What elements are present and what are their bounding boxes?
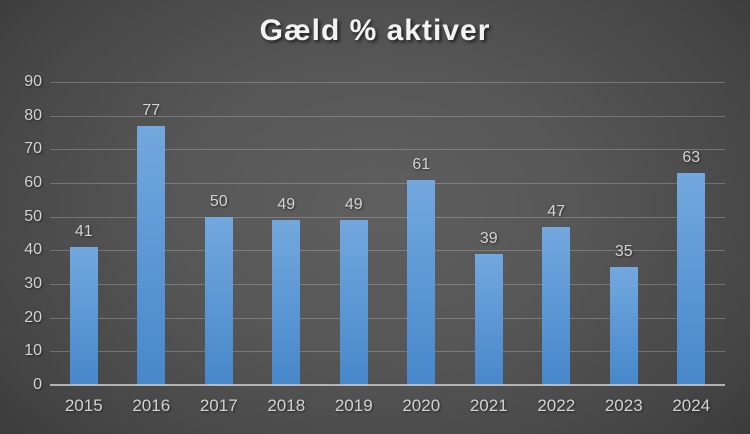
gridline-70 [50, 149, 725, 151]
gridline-10 [50, 351, 725, 353]
bar-2022 [542, 226, 571, 385]
gridline-40 [50, 250, 725, 252]
bar-value-label-2020: 61 [412, 155, 431, 173]
x-tick-label-2021: 2021 [469, 396, 508, 415]
y-tick-label-30: 30 [24, 275, 42, 292]
bar-value-label-2023: 35 [614, 243, 633, 261]
x-axis-line [50, 384, 725, 386]
bar-value-label-2017: 50 [209, 192, 228, 210]
y-tick-label-60: 60 [24, 174, 42, 191]
bar-2020 [407, 179, 436, 385]
bar-2021 [474, 253, 503, 385]
bar-2017 [204, 216, 233, 385]
x-tick-label-2020: 2020 [402, 396, 441, 415]
y-tick-label-40: 40 [24, 241, 42, 259]
bar-value-label-2024: 63 [682, 148, 701, 166]
x-tick-label-2015: 2015 [64, 396, 103, 415]
bar-2024 [677, 172, 706, 385]
gridline-60 [50, 183, 725, 184]
gridline-90 [50, 82, 725, 83]
bar-2018 [272, 220, 301, 385]
y-tick-label-10: 10 [24, 342, 42, 360]
bar-2015 [69, 246, 98, 385]
gridline-30 [50, 284, 725, 285]
y-tick-label-50: 50 [24, 207, 42, 225]
bar-2016 [137, 125, 166, 385]
x-tick-label-2017: 2017 [199, 396, 238, 415]
bar-value-label-2016: 77 [142, 101, 161, 119]
x-tick-label-2022: 2022 [537, 396, 576, 415]
y-tick-label-70: 70 [24, 140, 42, 158]
x-tick-label-2023: 2023 [604, 396, 643, 415]
bar-2019 [339, 220, 368, 385]
bar-value-label-2018: 49 [277, 196, 296, 214]
bar-value-label-2015: 41 [74, 222, 93, 240]
x-tick-label-2019: 2019 [334, 396, 373, 415]
bar-value-label-2019: 49 [344, 196, 363, 214]
y-tick-label-90: 90 [24, 73, 42, 90]
y-tick-label-80: 80 [24, 106, 42, 124]
y-tick-label-20: 20 [24, 308, 42, 326]
x-tick-label-2018: 2018 [267, 396, 306, 415]
bar-2023 [609, 267, 638, 385]
bar-value-label-2021: 39 [479, 229, 498, 247]
chart-title: Gæld % aktiver [259, 14, 491, 47]
x-tick-label-2016: 2016 [132, 396, 171, 415]
gridline-20 [50, 317, 725, 319]
gridline-80 [50, 115, 725, 117]
y-tick-label-0: 0 [33, 376, 42, 393]
x-tick-label-2024: 2024 [672, 396, 711, 415]
bar-value-label-2022: 47 [547, 202, 566, 220]
gridline-50 [50, 216, 725, 218]
